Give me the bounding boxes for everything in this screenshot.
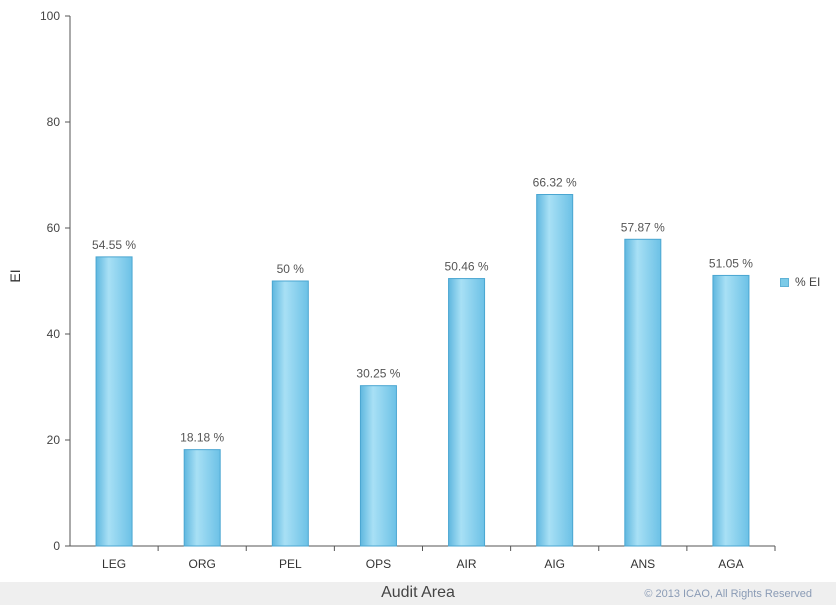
data-label: 18.18 % [180,431,224,445]
bar-aga [712,274,750,547]
x-axis-title: Audit Area [381,584,455,601]
data-label: 30.25 % [356,367,400,381]
bar-leg [95,256,133,547]
x-tick-label: ORG [189,557,216,571]
legend[interactable]: % EI [780,275,820,289]
x-tick-label: AIR [457,557,477,571]
bar-ops [359,385,397,547]
y-tick-label: 100 [40,9,60,23]
bar-aig [536,194,574,547]
y-tick-label: 20 [47,433,61,447]
y-tick-label: 60 [47,221,61,235]
y-tick-label: 0 [53,539,60,553]
data-label: 66.32 % [533,176,577,190]
data-label: 50.46 % [445,260,489,274]
data-label: 51.05 % [709,256,753,270]
y-tick-label: 40 [47,327,61,341]
x-tick-label: PEL [279,557,302,571]
data-label: 57.87 % [621,220,665,234]
data-label: 54.55 % [92,238,136,252]
bar-pel [271,280,309,547]
legend-label: % EI [795,275,821,289]
chart-plot: 0 20 40 60 80 100 54.55 % LEG 18.18 % ORG 50 % PEL 3… [40,9,776,571]
footer-band [0,582,836,605]
copyright-notice: © 2013 ICAO, All Rights Reserved [644,588,812,600]
bar-org [183,449,221,547]
y-axis-title: EI [7,269,23,283]
x-tick-label: LEG [102,557,126,571]
bar-air [448,278,486,547]
x-tick-label: OPS [366,557,391,571]
legend-swatch [780,277,789,287]
data-label: 50 % [277,262,305,276]
y-tick-label: 80 [47,115,61,129]
bar-ans [624,238,662,547]
x-tick-label: AIG [544,557,565,571]
x-tick-label: AGA [718,557,743,571]
x-tick-label: ANS [630,557,655,571]
